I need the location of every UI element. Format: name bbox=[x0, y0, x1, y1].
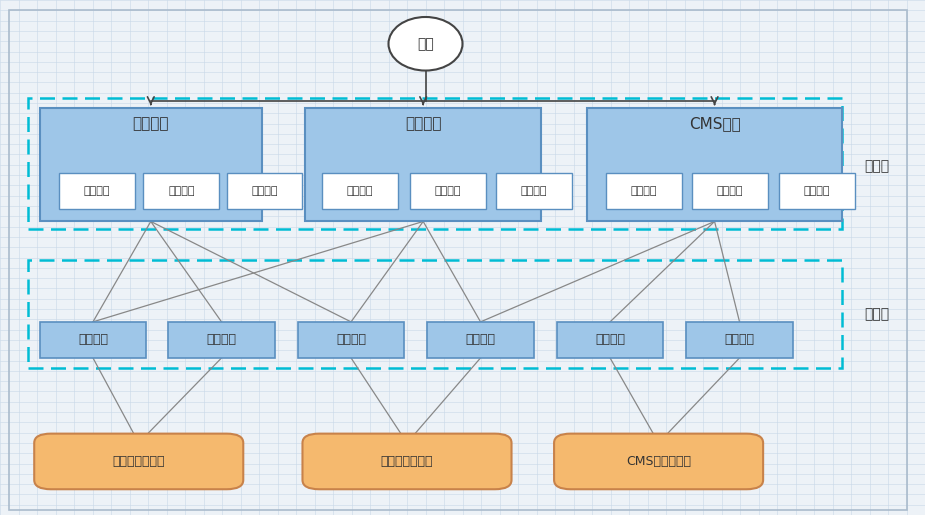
FancyBboxPatch shape bbox=[779, 173, 855, 209]
FancyBboxPatch shape bbox=[554, 434, 763, 489]
Text: 订单服务: 订单服务 bbox=[336, 333, 366, 347]
Text: 营销管理: 营销管理 bbox=[804, 185, 830, 196]
Text: CMS系统数据库: CMS系统数据库 bbox=[626, 455, 691, 468]
Text: 用户管理: 用户管理 bbox=[84, 185, 110, 196]
Text: 物流服务: 物流服务 bbox=[465, 333, 496, 347]
FancyBboxPatch shape bbox=[227, 173, 302, 209]
FancyBboxPatch shape bbox=[686, 322, 793, 358]
FancyBboxPatch shape bbox=[557, 322, 663, 358]
FancyBboxPatch shape bbox=[322, 173, 398, 209]
FancyBboxPatch shape bbox=[606, 173, 682, 209]
FancyBboxPatch shape bbox=[143, 173, 219, 209]
FancyBboxPatch shape bbox=[305, 108, 541, 221]
Text: 电商系统数据库: 电商系统数据库 bbox=[113, 455, 165, 468]
Text: 展现层: 展现层 bbox=[864, 159, 890, 174]
FancyBboxPatch shape bbox=[587, 108, 842, 221]
Text: 商品服务: 商品服务 bbox=[206, 333, 237, 347]
Text: 订单管理: 订单管理 bbox=[521, 185, 547, 196]
FancyBboxPatch shape bbox=[34, 434, 243, 489]
FancyBboxPatch shape bbox=[496, 173, 572, 209]
FancyBboxPatch shape bbox=[40, 108, 262, 221]
Text: CMS系统: CMS系统 bbox=[689, 116, 740, 131]
Text: 订单管理: 订单管理 bbox=[252, 185, 278, 196]
Text: 广告服务: 广告服务 bbox=[595, 333, 625, 347]
Text: 用户: 用户 bbox=[417, 37, 434, 51]
Text: 商品管理: 商品管理 bbox=[168, 185, 194, 196]
FancyBboxPatch shape bbox=[168, 322, 275, 358]
Text: 后台系统数据库: 后台系统数据库 bbox=[381, 455, 433, 468]
Text: 服务层: 服务层 bbox=[864, 307, 890, 321]
FancyBboxPatch shape bbox=[427, 322, 534, 358]
FancyBboxPatch shape bbox=[692, 173, 768, 209]
Text: 用户服务: 用户服务 bbox=[78, 333, 108, 347]
Text: 物流管理: 物流管理 bbox=[435, 185, 461, 196]
Text: 用户管理: 用户管理 bbox=[347, 185, 373, 196]
Text: 消息管理: 消息管理 bbox=[717, 185, 743, 196]
FancyBboxPatch shape bbox=[302, 434, 512, 489]
FancyBboxPatch shape bbox=[298, 322, 404, 358]
Text: 后台系统: 后台系统 bbox=[405, 116, 441, 131]
FancyBboxPatch shape bbox=[40, 322, 146, 358]
Text: 电商系统: 电商系统 bbox=[132, 116, 169, 131]
FancyBboxPatch shape bbox=[59, 173, 135, 209]
Text: 广告管理: 广告管理 bbox=[631, 185, 657, 196]
Text: 消息服务: 消息服务 bbox=[724, 333, 755, 347]
Ellipse shape bbox=[388, 17, 462, 71]
FancyBboxPatch shape bbox=[410, 173, 486, 209]
